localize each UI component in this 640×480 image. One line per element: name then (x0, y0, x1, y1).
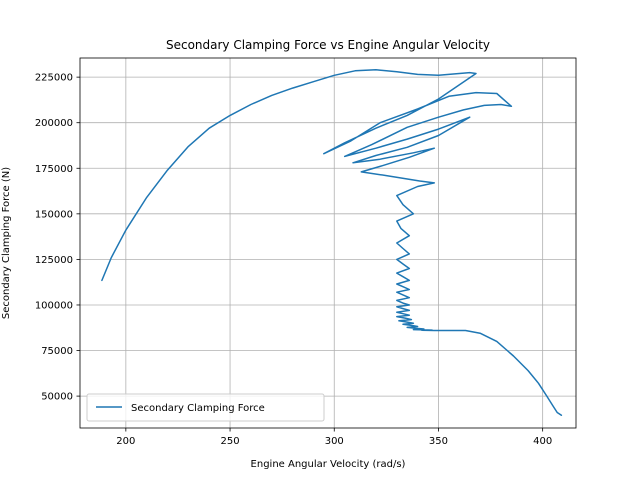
x-tick-label: 250 (221, 436, 240, 447)
chart-title: Secondary Clamping Force vs Engine Angul… (166, 38, 490, 52)
y-axis: 50000 75000 100000 125000 150000 175000 200000… (35, 73, 80, 403)
grid (80, 58, 576, 428)
y-tick-label: 125000 (35, 255, 73, 266)
y-tick-label: 150000 (35, 209, 73, 220)
legend-box (86, 393, 325, 422)
x-axis-title: Engine Angular Velocity (rad/s) (251, 459, 406, 470)
legend: Secondary Clamping Force (86, 393, 325, 422)
x-tick-label: 400 (533, 436, 552, 447)
x-tick-label: 350 (429, 436, 448, 447)
y-tick-label: 50000 (41, 392, 73, 403)
x-axis: 200 250 300 350 400 (116, 428, 552, 447)
x-tick-label: 200 (116, 436, 135, 447)
y-tick-label: 200000 (35, 118, 73, 129)
series-line-secondary-clamping-force (101, 69, 563, 416)
plot-frame (79, 57, 577, 429)
series-layer (101, 69, 563, 416)
y-tick-label: 225000 (35, 73, 73, 84)
x-tick-label: 300 (325, 436, 344, 447)
y-tick-label: 175000 (35, 164, 73, 175)
y-tick-label: 100000 (35, 300, 73, 311)
legend-label: Secondary Clamping Force (131, 403, 265, 414)
y-axis-title: Secondary Clamping Force (N) (1, 167, 12, 319)
y-tick-label: 75000 (41, 346, 73, 357)
